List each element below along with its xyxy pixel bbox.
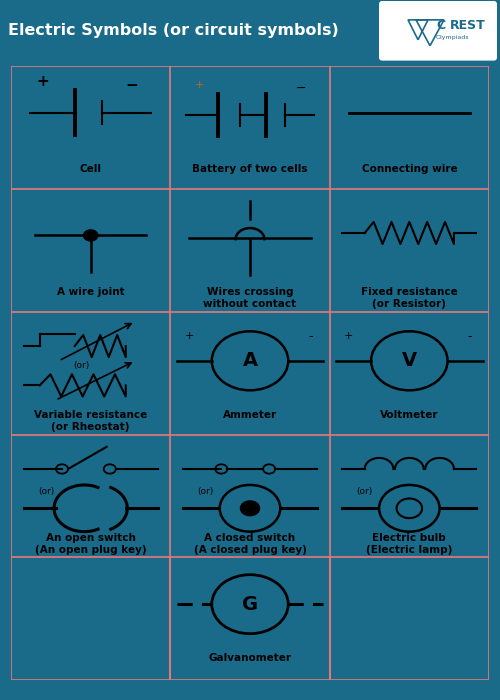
Text: +: + [36, 74, 49, 90]
Text: -: - [308, 330, 313, 343]
Text: +: + [344, 331, 354, 341]
FancyBboxPatch shape [0, 0, 376, 64]
Text: REST: REST [450, 20, 486, 32]
Text: −: − [296, 81, 306, 94]
Text: Battery of two cells: Battery of two cells [192, 164, 308, 174]
Text: V: V [402, 351, 417, 370]
Text: (or): (or) [38, 486, 54, 496]
Text: +: + [185, 331, 194, 341]
Text: Variable resistance
(or Rheostat): Variable resistance (or Rheostat) [34, 410, 148, 433]
Text: Cell: Cell [80, 164, 102, 174]
Text: Ammeter: Ammeter [223, 410, 277, 420]
Text: Olympiads: Olympiads [436, 35, 470, 41]
Text: -: - [468, 330, 472, 343]
Text: G: G [242, 595, 258, 614]
Text: A wire joint: A wire joint [57, 287, 124, 297]
Circle shape [240, 501, 260, 516]
Text: (or): (or) [73, 361, 89, 370]
Text: −: − [126, 78, 138, 93]
Text: Galvanometer: Galvanometer [208, 653, 292, 664]
Text: (or): (or) [356, 486, 373, 496]
Text: Voltmeter: Voltmeter [380, 410, 438, 420]
Text: A closed switch
(A closed plug key): A closed switch (A closed plug key) [194, 533, 306, 555]
Text: (or): (or) [198, 486, 214, 496]
Text: Connecting wire: Connecting wire [362, 164, 457, 174]
Text: Electric Symbols (or circuit symbols): Electric Symbols (or circuit symbols) [8, 23, 339, 38]
Text: Wires crossing
without contact: Wires crossing without contact [204, 287, 296, 309]
Text: C: C [436, 20, 445, 32]
Text: Fixed resistance
(or Resistor): Fixed resistance (or Resistor) [361, 287, 458, 309]
Text: Electric bulb
(Electric lamp): Electric bulb (Electric lamp) [366, 533, 452, 555]
Text: An open switch
(An open plug key): An open switch (An open plug key) [35, 533, 146, 555]
Text: A: A [242, 351, 258, 370]
Circle shape [84, 230, 98, 241]
FancyBboxPatch shape [379, 1, 497, 61]
Text: +: + [194, 80, 203, 90]
